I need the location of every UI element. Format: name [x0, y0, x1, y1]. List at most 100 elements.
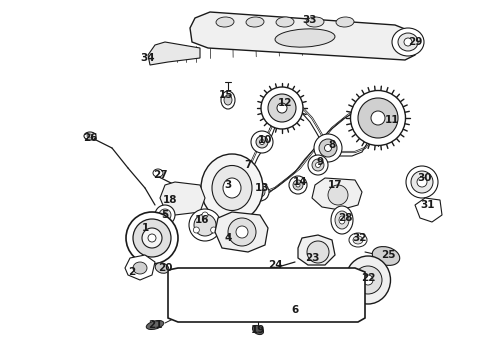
Text: 22: 22 [361, 273, 375, 283]
Ellipse shape [148, 234, 156, 242]
Text: 21: 21 [148, 320, 162, 330]
Ellipse shape [126, 212, 178, 264]
Ellipse shape [221, 91, 235, 109]
Text: 12: 12 [278, 98, 292, 108]
Ellipse shape [246, 17, 264, 27]
Ellipse shape [133, 262, 147, 274]
Ellipse shape [255, 187, 265, 197]
Polygon shape [298, 235, 335, 265]
Ellipse shape [371, 111, 385, 125]
Ellipse shape [314, 134, 342, 162]
Ellipse shape [252, 325, 264, 334]
Ellipse shape [260, 140, 265, 144]
Text: 33: 33 [303, 15, 317, 25]
Ellipse shape [258, 287, 272, 297]
Text: 6: 6 [292, 305, 298, 315]
Ellipse shape [296, 183, 300, 187]
Ellipse shape [236, 226, 248, 238]
Ellipse shape [133, 219, 171, 257]
Polygon shape [312, 178, 362, 210]
Ellipse shape [189, 209, 221, 241]
Ellipse shape [276, 17, 294, 27]
Ellipse shape [216, 17, 234, 27]
Ellipse shape [289, 176, 307, 194]
Ellipse shape [155, 205, 175, 225]
Ellipse shape [312, 159, 324, 171]
Polygon shape [215, 212, 268, 252]
Ellipse shape [159, 209, 171, 221]
Text: 13: 13 [255, 183, 269, 193]
Ellipse shape [251, 183, 269, 201]
Ellipse shape [153, 169, 163, 177]
Ellipse shape [354, 266, 382, 294]
Text: 4: 4 [224, 233, 232, 243]
Ellipse shape [223, 178, 241, 198]
Ellipse shape [363, 275, 373, 285]
Ellipse shape [411, 171, 433, 193]
Ellipse shape [372, 247, 400, 265]
Ellipse shape [293, 180, 303, 190]
Text: 17: 17 [328, 180, 343, 190]
Ellipse shape [277, 103, 287, 113]
Ellipse shape [146, 320, 164, 329]
Ellipse shape [392, 28, 424, 56]
Polygon shape [125, 255, 155, 280]
Ellipse shape [306, 17, 324, 27]
Text: 9: 9 [317, 157, 323, 167]
Text: 29: 29 [408, 37, 422, 47]
Text: 16: 16 [195, 215, 209, 225]
Text: 32: 32 [353, 233, 367, 243]
Polygon shape [190, 12, 420, 60]
Ellipse shape [275, 29, 335, 47]
Ellipse shape [335, 211, 349, 229]
Ellipse shape [211, 227, 217, 233]
Ellipse shape [406, 166, 438, 198]
Ellipse shape [84, 132, 96, 140]
Ellipse shape [142, 228, 162, 248]
Ellipse shape [353, 236, 363, 244]
Polygon shape [168, 268, 365, 322]
Ellipse shape [307, 241, 329, 263]
Ellipse shape [228, 218, 256, 246]
Ellipse shape [268, 94, 296, 122]
Ellipse shape [261, 87, 303, 129]
Polygon shape [290, 278, 325, 315]
Ellipse shape [212, 166, 252, 211]
Ellipse shape [201, 154, 263, 222]
Text: 14: 14 [293, 177, 307, 187]
Text: 11: 11 [385, 115, 399, 125]
Ellipse shape [417, 177, 427, 187]
Text: 15: 15 [219, 90, 233, 100]
Ellipse shape [336, 17, 354, 27]
Ellipse shape [194, 227, 199, 233]
Text: 28: 28 [338, 213, 352, 223]
Text: 3: 3 [224, 180, 232, 190]
Text: 19: 19 [251, 325, 265, 335]
Ellipse shape [163, 212, 168, 217]
Text: 1: 1 [142, 223, 148, 233]
Text: 30: 30 [418, 173, 432, 183]
Polygon shape [415, 198, 442, 222]
Polygon shape [160, 182, 205, 215]
Ellipse shape [345, 256, 391, 304]
Ellipse shape [404, 38, 412, 46]
Ellipse shape [349, 233, 367, 247]
Ellipse shape [258, 190, 262, 194]
Text: 10: 10 [258, 135, 272, 145]
Text: 7: 7 [245, 160, 252, 170]
Ellipse shape [308, 155, 328, 175]
Text: 31: 31 [421, 200, 435, 210]
Ellipse shape [319, 139, 337, 157]
Ellipse shape [256, 136, 268, 148]
Text: 5: 5 [161, 210, 169, 220]
Ellipse shape [251, 131, 273, 153]
Text: 2: 2 [128, 267, 136, 277]
Text: 18: 18 [163, 195, 177, 205]
Text: 27: 27 [153, 170, 167, 180]
Ellipse shape [324, 144, 332, 152]
Ellipse shape [194, 214, 216, 236]
Ellipse shape [350, 90, 406, 145]
Ellipse shape [358, 98, 398, 138]
Text: 25: 25 [381, 250, 395, 260]
Text: 34: 34 [141, 53, 155, 63]
